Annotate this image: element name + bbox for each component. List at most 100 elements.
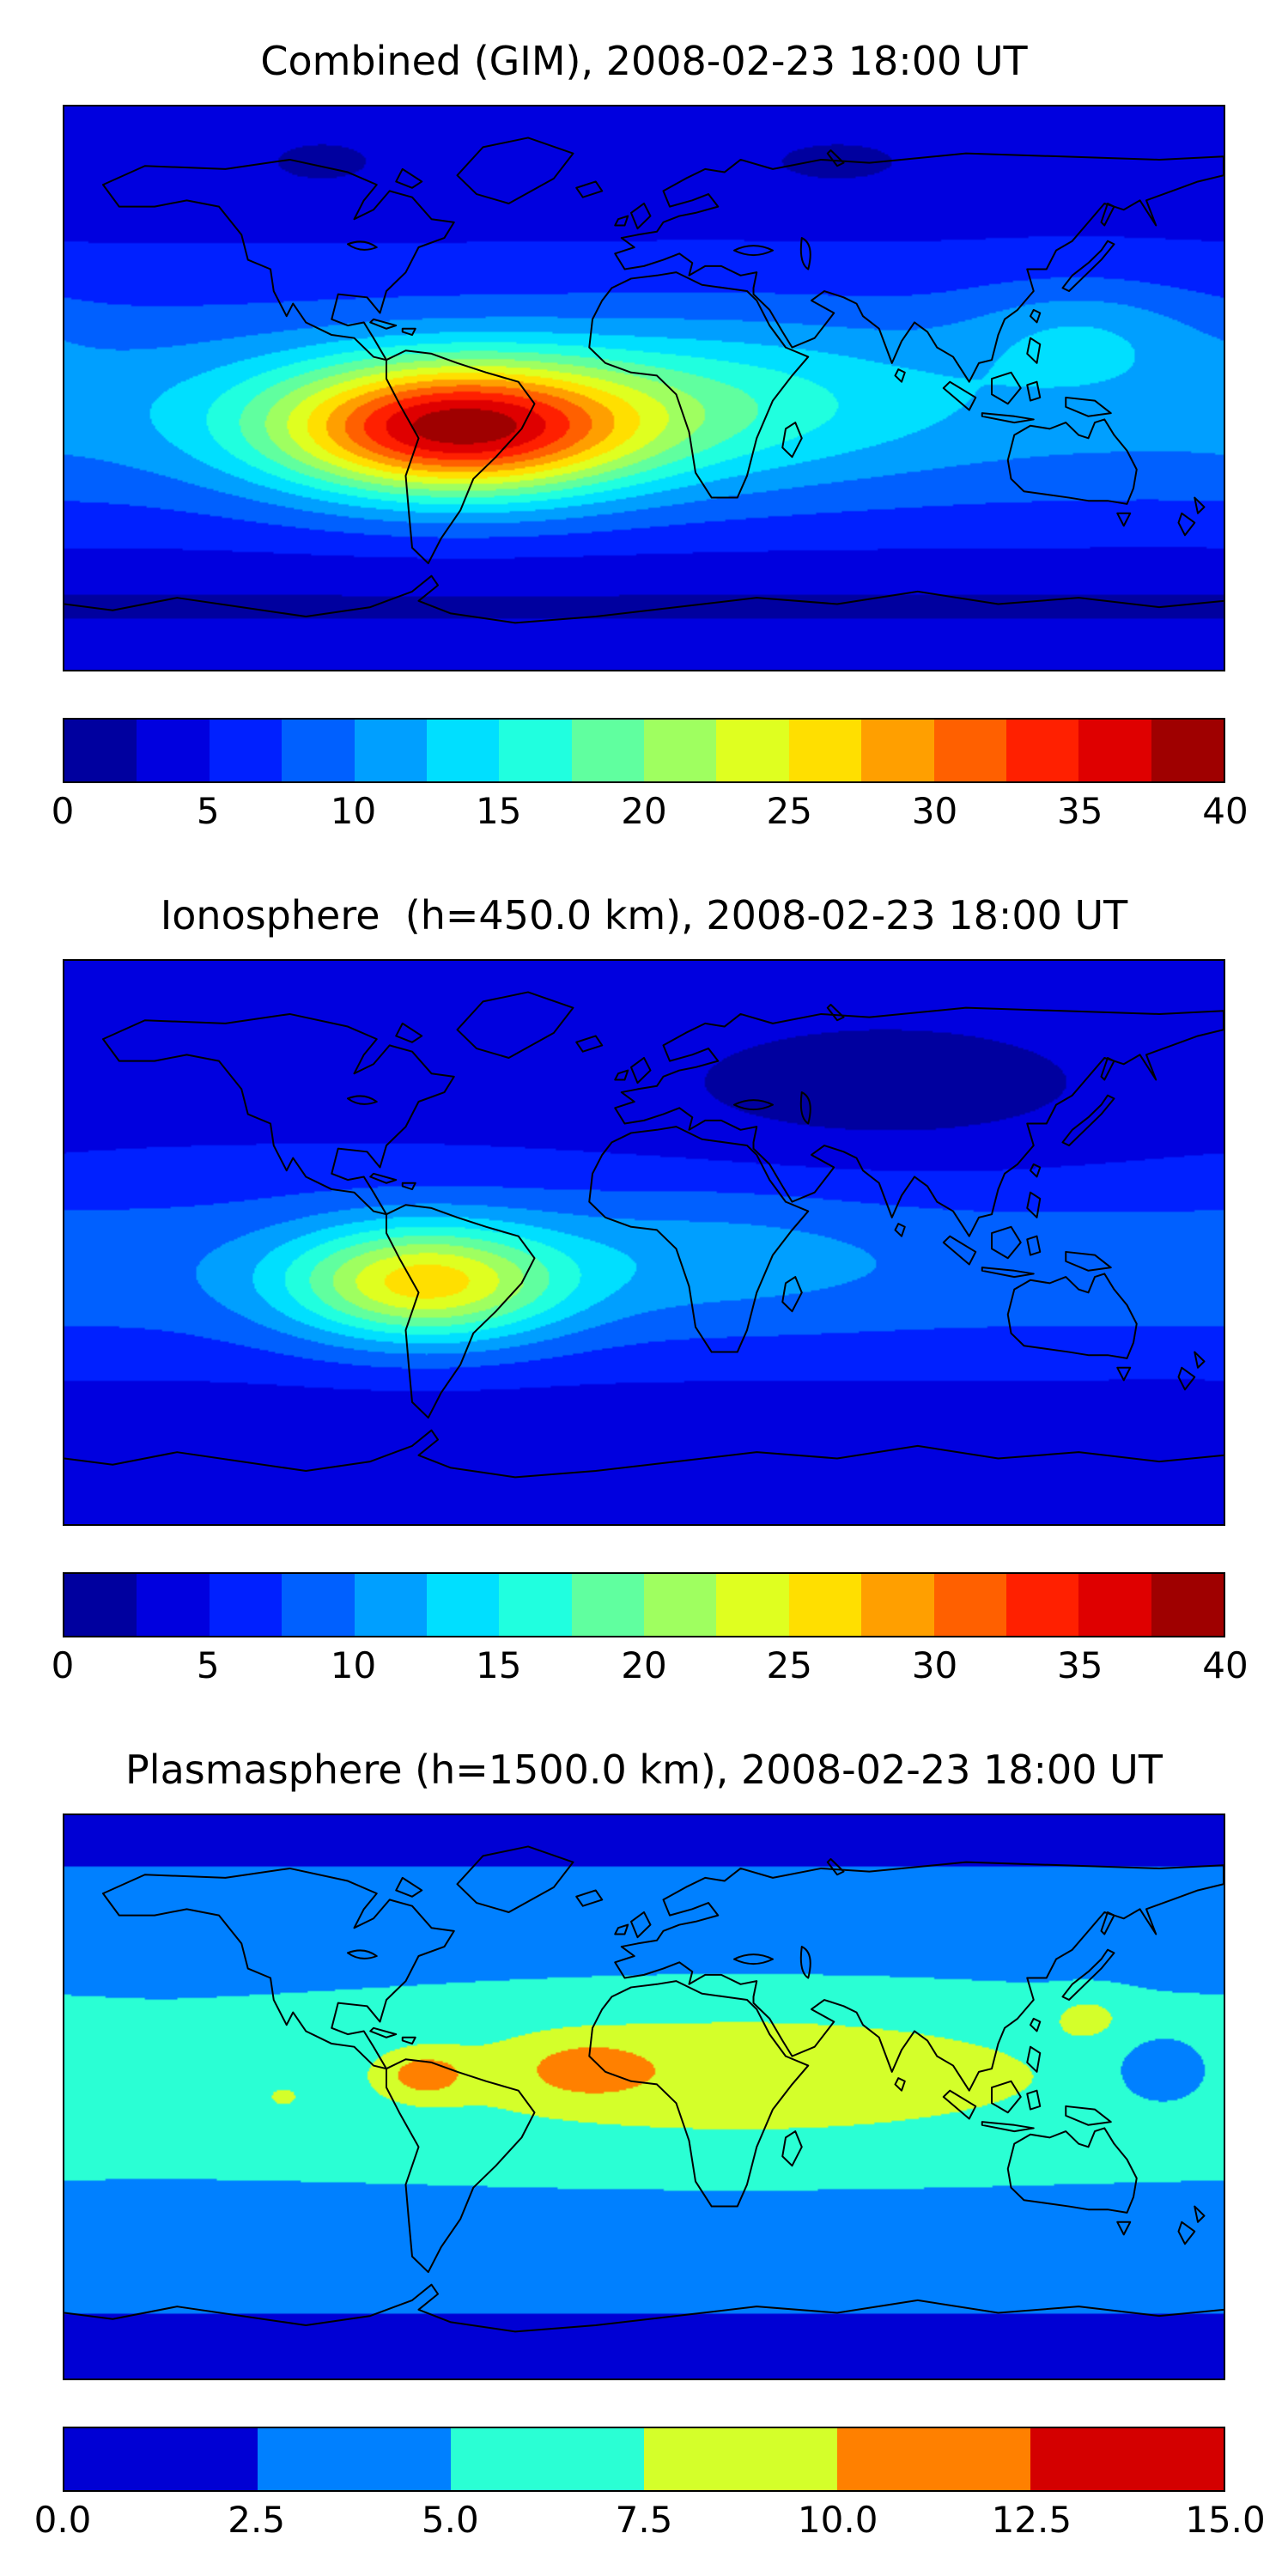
colorbar-tick-label: 25 [766,1644,812,1686]
colorbar-tick-label: 30 [911,790,958,832]
coastline-antarctica [64,2285,1224,2332]
colorbar-segment [209,720,283,781]
coastline-eurasia [615,1008,1224,1236]
coastline-antarctica [64,576,1224,623]
colorbar-segment [1005,720,1079,781]
colorbar-segment [282,720,355,781]
colorbar-segment [209,1574,283,1636]
colorbar-tick-label: 5 [196,1644,220,1686]
panel-title: Combined (GIM), 2008-02-23 18:00 UT [260,38,1028,84]
colorbar-tick-label: 30 [911,1644,958,1686]
colorbar-tick-label: 15.0 [1185,2499,1266,2541]
world-map-combined [63,105,1225,671]
colorbar-tick-label: 12.5 [991,2499,1072,2541]
panel-title: Plasmasphere (h=1500.0 km), 2008-02-23 1… [125,1747,1163,1793]
coastline-greenland [458,137,574,204]
coastline-south-america [386,350,535,563]
colorbar-segment [644,720,717,781]
colorbar-segment [258,2428,451,2490]
coastline-australia [1008,2128,1137,2212]
coastline-eurasia [615,154,1224,382]
colorbar-segment [861,720,934,781]
colorbar-ticks: 0.0 2.5 5.0 7.5 10.0 12.5 15.0 [34,2499,1266,2549]
coastline-greenland [458,1846,574,1912]
coastline-overlay [64,1815,1224,2379]
colorbar-ticks: 0 5 10 15 20 25 30 35 40 [52,1644,1249,1694]
colorbar-segment [716,720,789,781]
colorbar-segment [426,1574,500,1636]
coastline-north-america [103,1014,454,1214]
colorbar [63,2427,1225,2492]
coastline-africa [589,1981,808,2206]
colorbar-tick-label: 10 [330,1644,377,1686]
colorbar-segment [499,1574,572,1636]
colorbar-tick-label: 20 [621,1644,667,1686]
colorbar-segment [1078,720,1151,781]
colorbar-segment [1151,1574,1224,1636]
coastline-greenland [458,992,574,1058]
colorbar-segment [571,1574,644,1636]
colorbar-segment [64,1574,137,1636]
world-map-plasmasphere [63,1814,1225,2380]
tec-contour-canvas [64,961,1224,1524]
colorbar [63,1572,1225,1637]
colorbar-tick-label: 2.5 [228,2499,286,2541]
coastline-australia [1008,419,1137,503]
colorbar-tick-label: 40 [1202,790,1249,832]
colorbar-segment [64,2428,258,2490]
panel-ionosphere: Ionosphere (h=450.0 km), 2008-02-23 18:0… [0,854,1288,1709]
colorbar-tick-label: 0 [51,1644,75,1686]
colorbar-tick-label: 40 [1202,1644,1249,1686]
coastline-eurasia [615,1862,1224,2091]
colorbar-segment [716,1574,789,1636]
panel-plasmasphere: Plasmasphere (h=1500.0 km), 2008-02-23 1… [0,1709,1288,2563]
inland-seas [348,1092,811,1123]
inland-seas [348,1947,811,1978]
colorbar-segment [1005,1574,1079,1636]
tec-contour-canvas [64,1815,1224,2379]
colorbar-segment [64,720,137,781]
coastline-africa [589,272,808,497]
coastline-australia [1008,1273,1137,1358]
colorbar-segment [426,720,500,781]
colorbar-tick-label: 0.0 [33,2499,92,2541]
coastline-south-america [386,1205,535,1418]
colorbar-segment [788,720,862,781]
coastline-islands [370,1005,1204,1389]
coastline-islands [370,1859,1204,2244]
colorbar-segment [499,720,572,781]
coastline-antarctica [64,1431,1224,1478]
colorbar-segment [933,720,1006,781]
colorbar-segment [354,720,427,781]
colorbar-tick-label: 15 [476,1644,522,1686]
coastline-overlay [64,106,1224,670]
coastline-islands [370,150,1204,535]
inland-seas [348,238,811,269]
colorbar-segment [354,1574,427,1636]
colorbar-tick-label: 15 [476,790,522,832]
colorbar-segment [1078,1574,1151,1636]
coastline-north-america [103,1868,454,2069]
panel-combined-gim: Combined (GIM), 2008-02-23 18:00 UT 0 5 10… [0,0,1288,854]
colorbar-segment [1030,2428,1224,2490]
colorbar-segment [282,1574,355,1636]
colorbar-tick-label: 5 [196,790,220,832]
colorbar-ticks: 0 5 10 15 20 25 30 35 40 [52,790,1249,840]
tec-contour-canvas [64,106,1224,670]
colorbar-tick-label: 10.0 [797,2499,878,2541]
colorbar-segment [1151,720,1224,781]
colorbar-segment [788,1574,862,1636]
colorbar [63,718,1225,783]
colorbar-segment [837,2428,1030,2490]
colorbar-segment [644,1574,717,1636]
panel-title: Ionosphere (h=450.0 km), 2008-02-23 18:0… [160,892,1128,939]
coastline-africa [589,1127,808,1352]
colorbar-tick-label: 5.0 [421,2499,479,2541]
coastline-north-america [103,160,454,360]
colorbar-tick-label: 35 [1057,1644,1103,1686]
coastline-overlay [64,961,1224,1524]
colorbar-segment [137,1574,210,1636]
colorbar-segment [933,1574,1006,1636]
colorbar-segment [451,2428,644,2490]
world-map-ionosphere [63,959,1225,1526]
